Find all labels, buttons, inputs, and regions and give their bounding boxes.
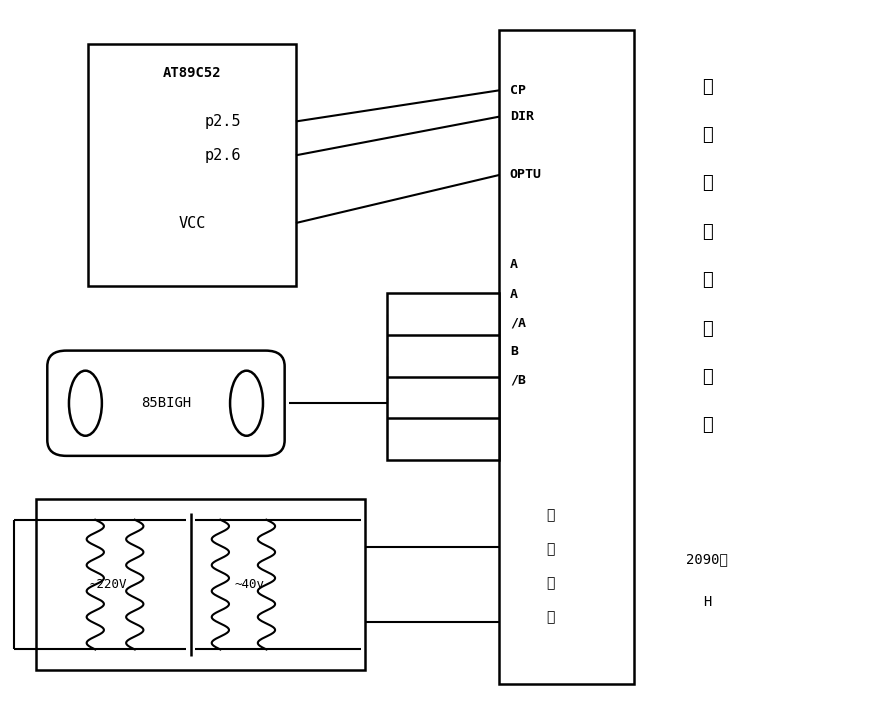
Text: VCC: VCC	[178, 216, 206, 231]
FancyBboxPatch shape	[47, 351, 285, 456]
Text: CP: CP	[510, 84, 526, 97]
Text: 源: 源	[547, 610, 554, 624]
Text: 数: 数	[702, 320, 713, 338]
Text: B: B	[510, 345, 518, 358]
Bar	[88, 44, 296, 286]
Text: ~40v: ~40v	[235, 578, 265, 591]
Text: A: A	[510, 258, 518, 271]
Text: A: A	[510, 288, 518, 301]
Ellipse shape	[230, 371, 263, 436]
Text: DIR: DIR	[510, 110, 534, 123]
Text: /A: /A	[510, 316, 526, 329]
Bar	[500, 30, 634, 684]
Text: OPTU: OPTU	[510, 169, 542, 181]
Bar	[36, 499, 365, 670]
Text: 拨: 拨	[702, 78, 713, 96]
Text: 参: 参	[702, 271, 713, 289]
Text: p2.5: p2.5	[205, 114, 242, 129]
Text: 入: 入	[547, 542, 554, 556]
Text: 开: 开	[702, 174, 713, 193]
Text: AT89C52: AT89C52	[163, 66, 222, 80]
Text: 关: 关	[702, 223, 713, 241]
Text: 2090型: 2090型	[687, 553, 728, 567]
Text: 设: 设	[702, 368, 713, 386]
Text: ~220V: ~220V	[90, 578, 127, 591]
Ellipse shape	[69, 371, 102, 436]
Text: /B: /B	[510, 373, 526, 386]
Text: 电: 电	[547, 576, 554, 590]
Text: 码: 码	[702, 126, 713, 144]
Text: 85BIGH: 85BIGH	[141, 396, 191, 411]
Text: 输: 输	[547, 508, 554, 522]
Text: p2.6: p2.6	[205, 148, 242, 163]
Text: 定: 定	[702, 416, 713, 434]
Text: H: H	[703, 595, 712, 609]
Bar	[387, 293, 500, 460]
